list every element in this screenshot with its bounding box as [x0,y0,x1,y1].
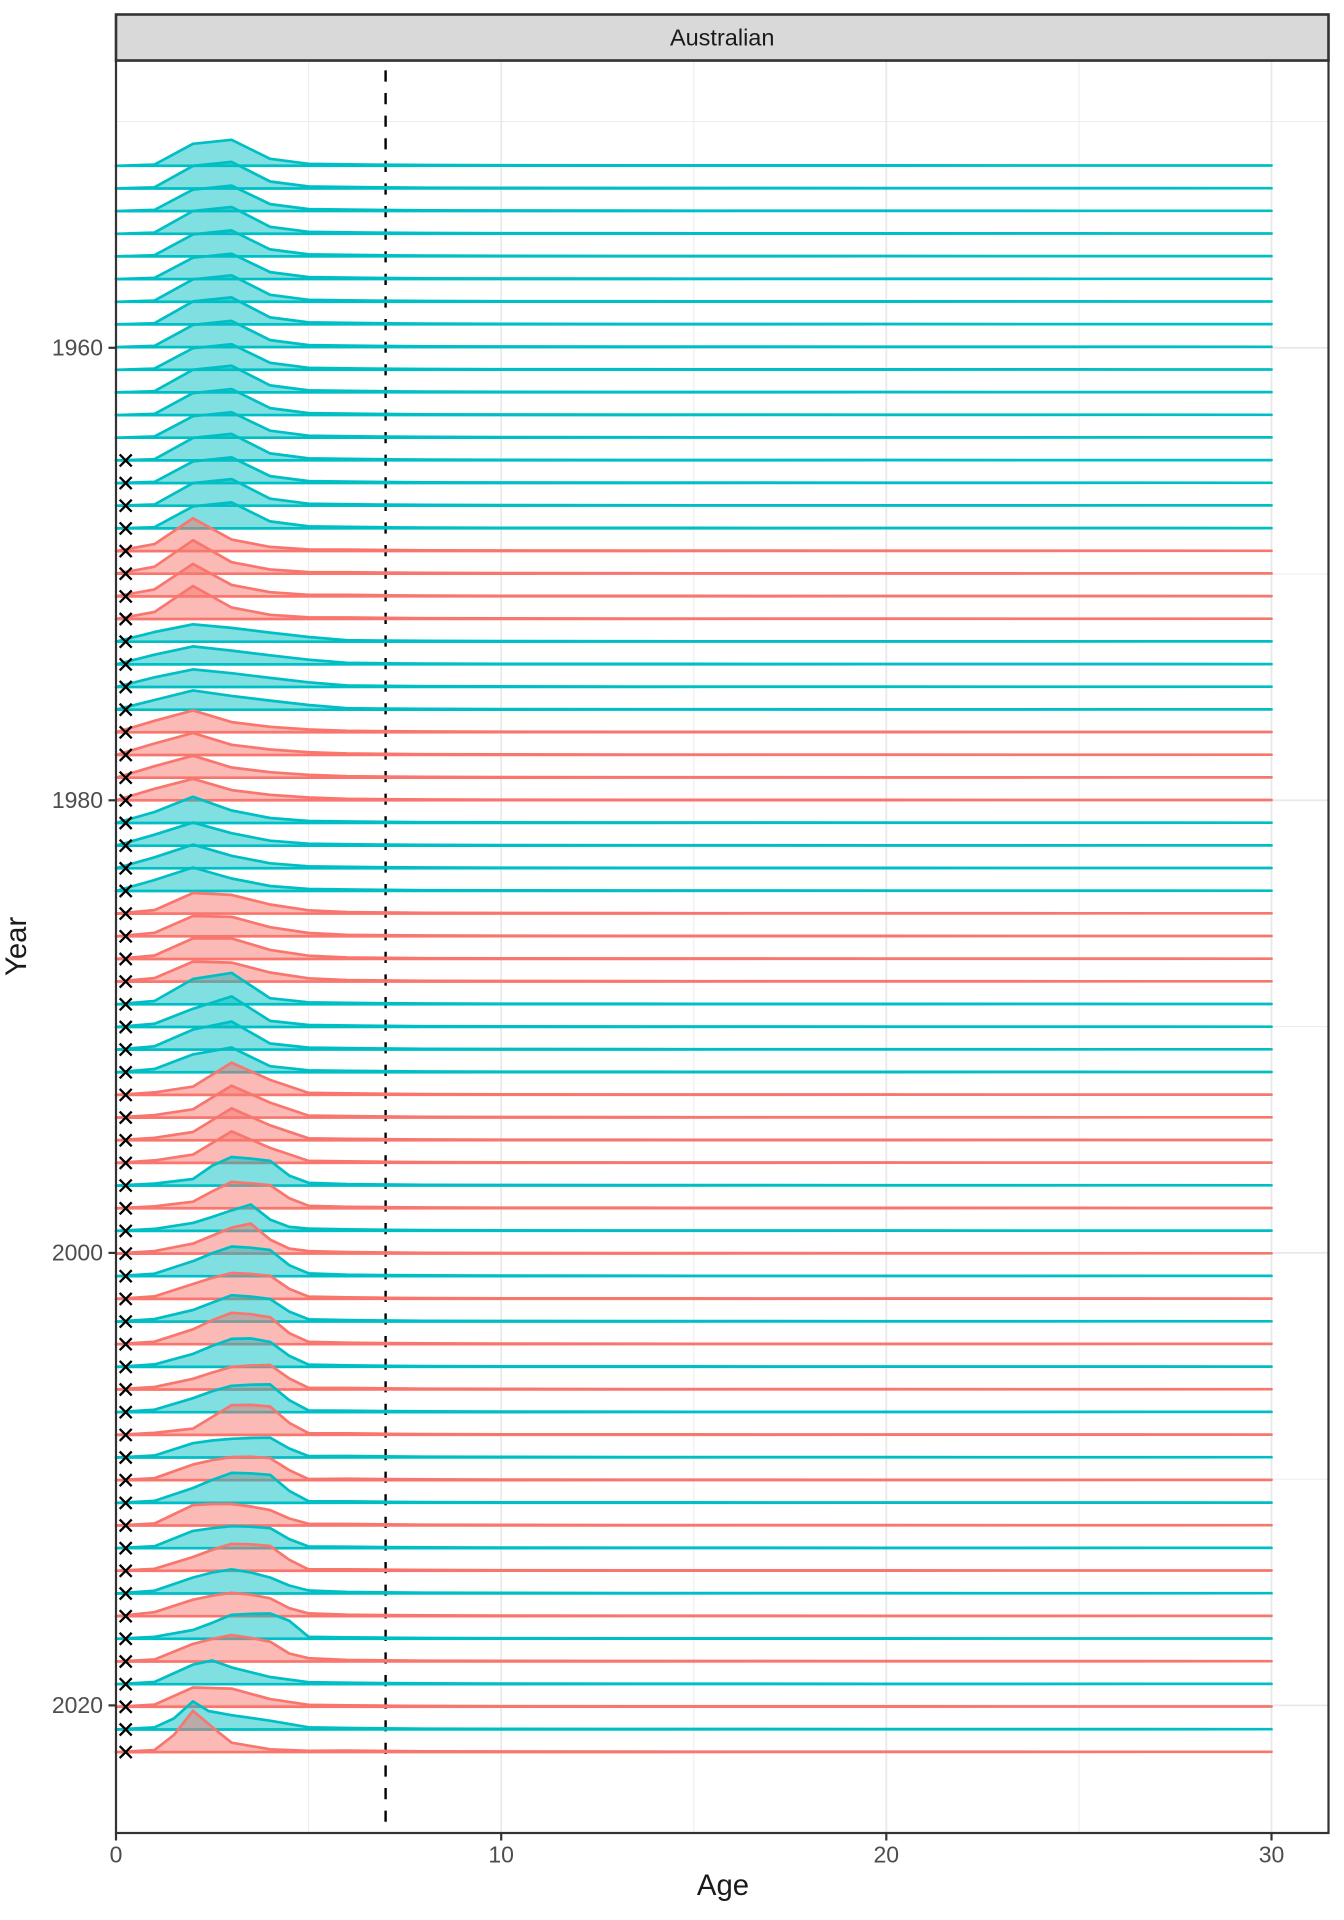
svg-text:2020: 2020 [52,1692,103,1718]
svg-text:Year: Year [0,917,33,976]
svg-text:Australian: Australian [670,25,775,51]
svg-text:1960: 1960 [52,334,103,360]
svg-text:20: 20 [874,1842,900,1868]
svg-text:0: 0 [110,1842,123,1868]
svg-text:30: 30 [1259,1842,1285,1868]
svg-text:1980: 1980 [52,787,103,813]
svg-text:Age: Age [697,1869,749,1902]
svg-text:10: 10 [488,1842,514,1868]
svg-text:2000: 2000 [52,1239,103,1265]
